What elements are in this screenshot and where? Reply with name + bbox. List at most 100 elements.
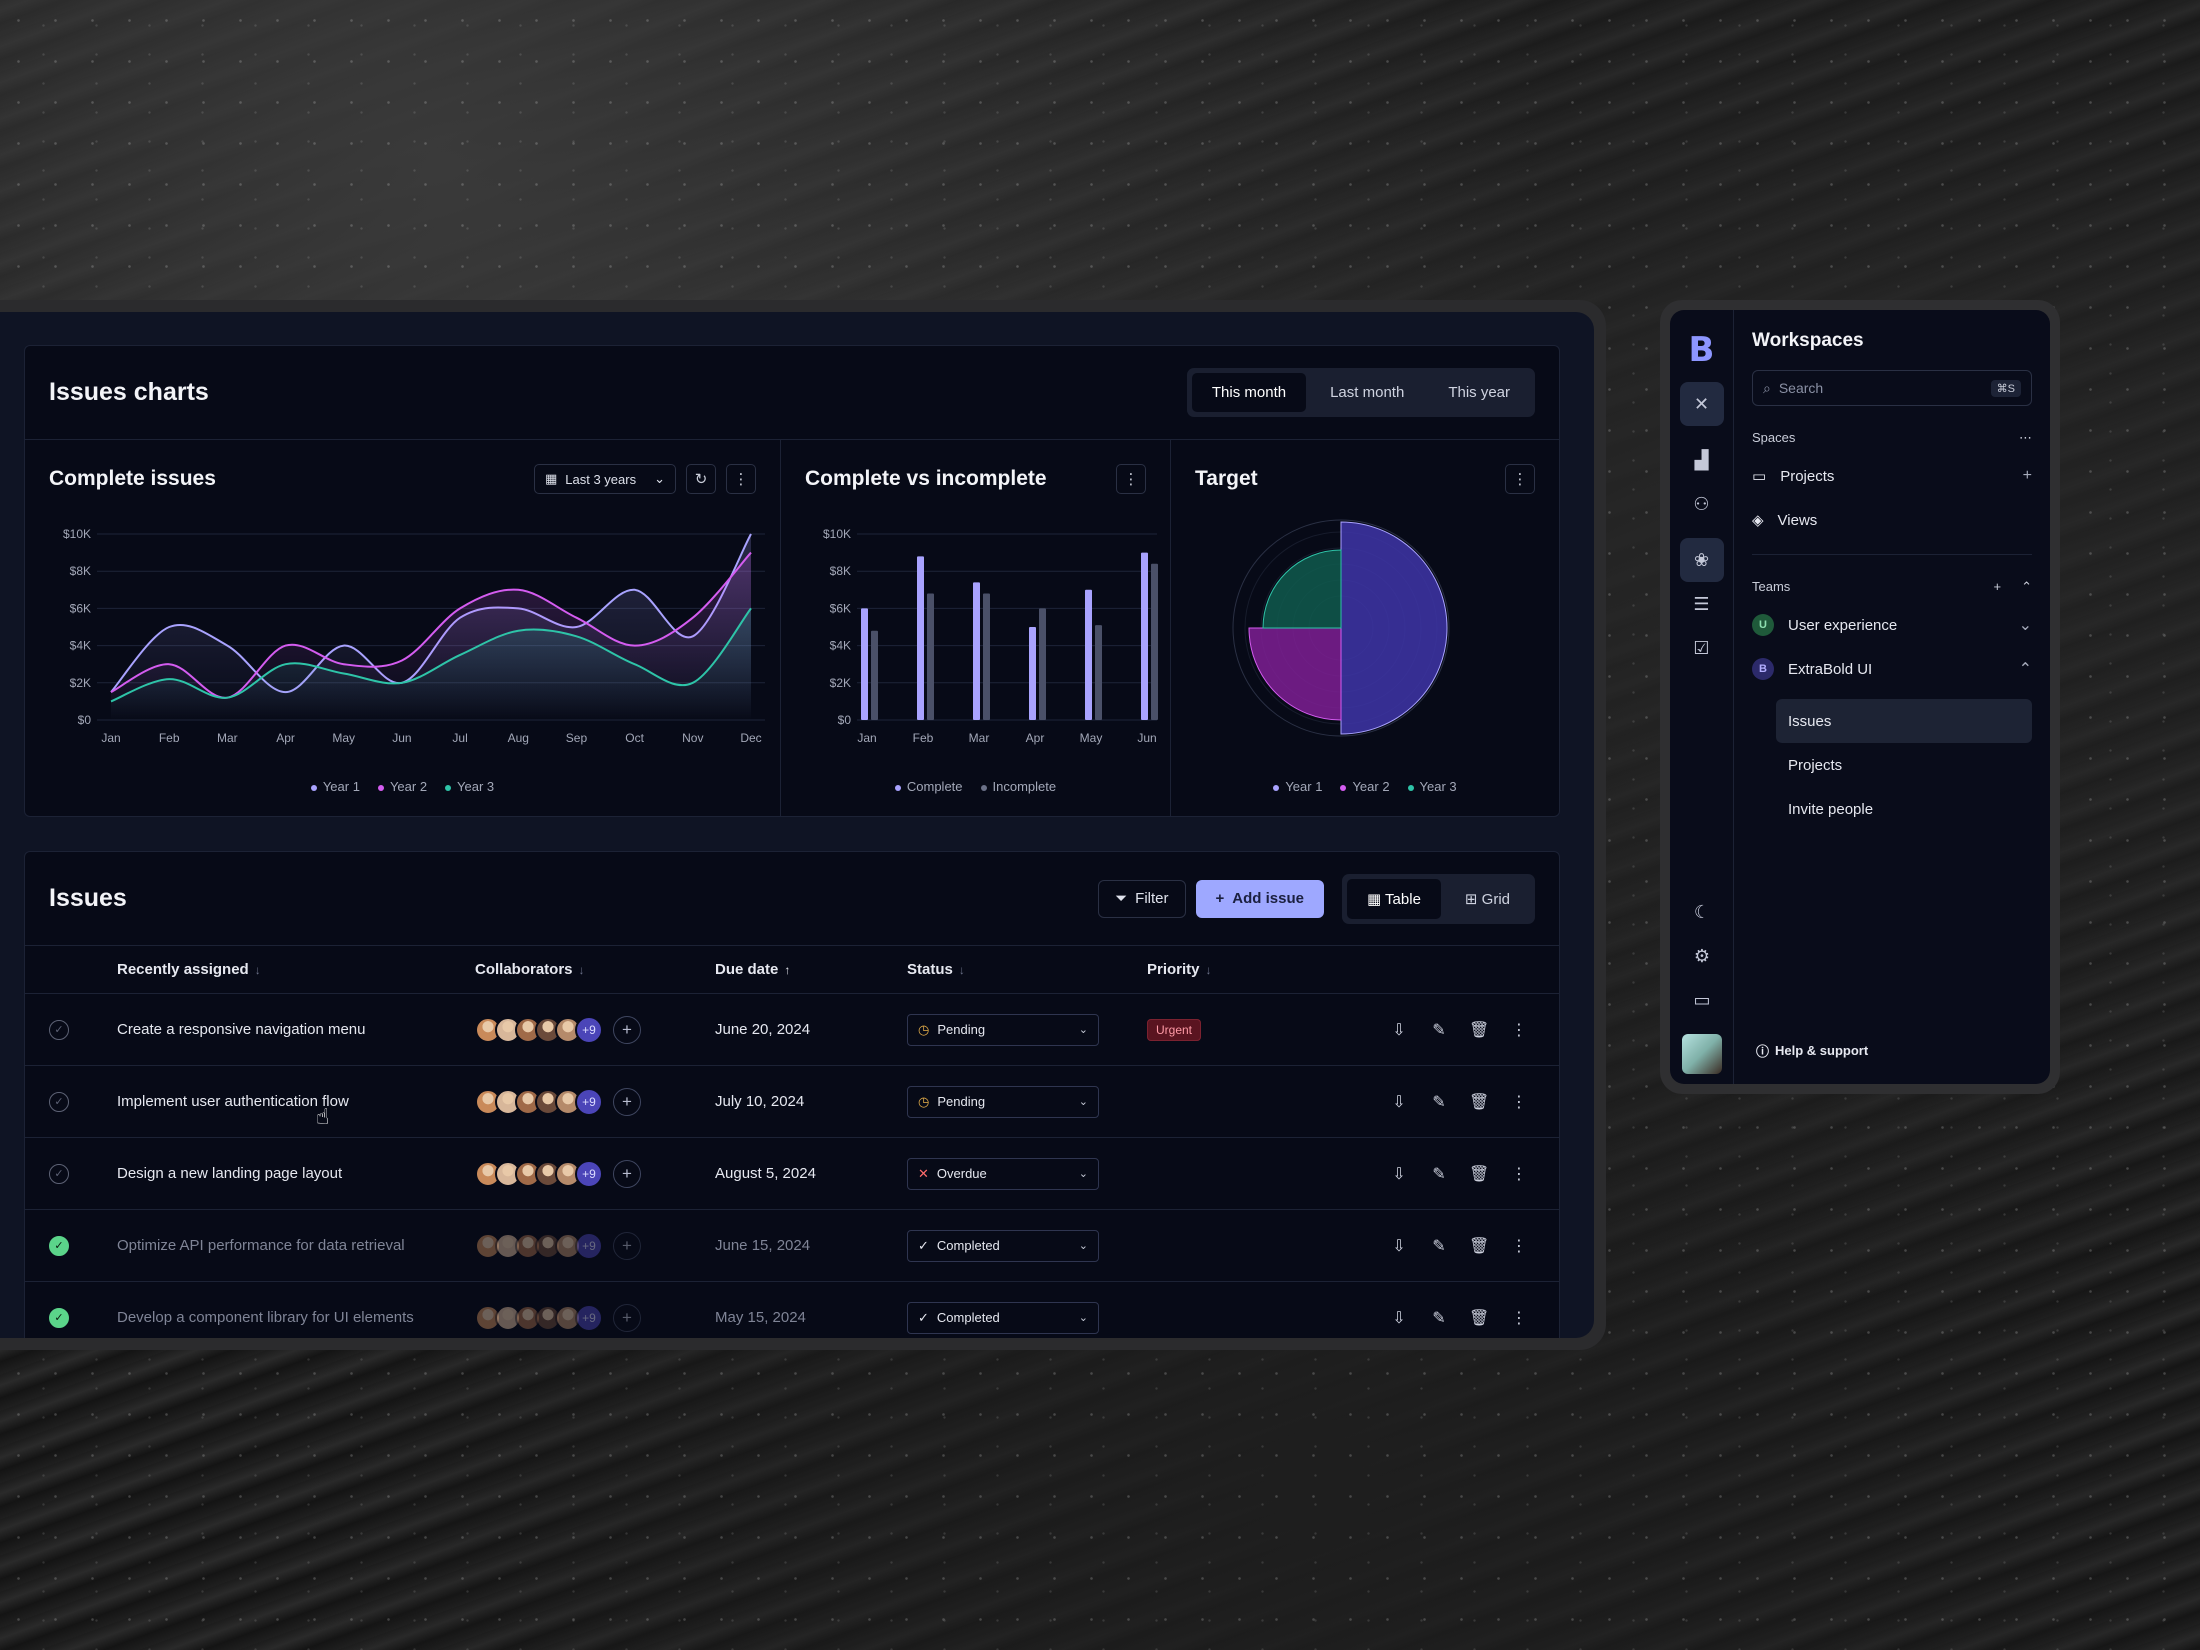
chevron-up-icon[interactable]: ⌃ <box>2018 661 2032 678</box>
cvi-more-button[interactable]: ⋮ <box>1116 464 1146 494</box>
chevron-up-icon[interactable]: ⌃ <box>2021 579 2032 594</box>
team-item-issues[interactable]: Issues <box>1776 699 2032 743</box>
add-collaborator-button[interactable]: + <box>613 1303 641 1332</box>
team-user-experience[interactable]: U User experience ⌄ <box>1752 603 2032 647</box>
more-collaborators-badge[interactable]: +9 <box>575 1303 603 1332</box>
view-grid-button[interactable]: ⊞ Grid <box>1464 890 1510 908</box>
add-collaborator-button[interactable]: + <box>613 1015 641 1044</box>
theme-toggle-button[interactable]: ☾ <box>1680 890 1724 934</box>
priority-cell: Urgent <box>1147 1019 1353 1041</box>
edit-icon[interactable]: ✎ <box>1432 1021 1446 1039</box>
issue-title[interactable]: Create a responsive navigation menu <box>117 1021 366 1038</box>
refresh-button[interactable]: ↻ <box>686 464 716 494</box>
analytics-button[interactable]: ▟ <box>1680 438 1724 482</box>
edit-icon[interactable]: ✎ <box>1432 1309 1446 1327</box>
trash-icon[interactable]: 🗑 <box>1469 1165 1490 1183</box>
add-issue-button[interactable]: + Add issue <box>1195 879 1324 918</box>
status-dropdown[interactable]: ✓ Completed ⌄ <box>907 1229 1099 1262</box>
more-vertical-icon[interactable]: ⋮ <box>1511 1237 1527 1255</box>
download-icon[interactable]: ⇩ <box>1392 1309 1406 1327</box>
add-collaborator-button[interactable]: + <box>613 1087 641 1116</box>
space-projects[interactable]: ▭ Projects + <box>1752 467 2032 485</box>
status-dropdown[interactable]: ◷ Pending ⌄ <box>907 1013 1099 1046</box>
issue-title[interactable]: Develop a component library for UI eleme… <box>117 1309 414 1326</box>
col-collaborators[interactable]: Collaborators ↓ <box>475 961 585 978</box>
edit-icon[interactable]: ✎ <box>1432 1237 1446 1255</box>
team-extrabold-ui[interactable]: B ExtraBold UI ⌃ <box>1752 647 2032 691</box>
col-due-date[interactable]: Due date ↑ <box>715 961 791 978</box>
edit-icon[interactable]: ✎ <box>1432 1165 1446 1183</box>
collaborator-avatar[interactable] <box>535 1304 561 1331</box>
sort-icon: ↓ <box>1205 963 1212 977</box>
more-collaborators-badge[interactable]: +9 <box>575 1231 603 1260</box>
download-icon[interactable]: ⇩ <box>1392 1165 1406 1183</box>
list-button[interactable]: ☰ <box>1680 582 1724 626</box>
complete-checkbox[interactable]: ✓ <box>49 1019 69 1040</box>
range-last-month[interactable]: Last month <box>1330 384 1405 401</box>
settings-button[interactable]: ⚙ <box>1680 934 1724 978</box>
sort-asc-icon: ↑ <box>784 963 791 977</box>
more-collaborators-badge[interactable]: +9 <box>575 1015 603 1044</box>
status-dropdown[interactable]: ✓ Completed ⌄ <box>907 1301 1099 1334</box>
download-icon[interactable]: ⇩ <box>1392 1021 1406 1039</box>
complete-checkbox[interactable]: ✓ <box>49 1163 69 1184</box>
help-support-link[interactable]: ⓘ Help & support <box>1756 1043 1869 1059</box>
collaborator-avatar[interactable] <box>495 1232 521 1259</box>
download-icon[interactable]: ⇩ <box>1392 1093 1406 1111</box>
add-project-icon[interactable]: + <box>2022 467 2032 484</box>
col-priority[interactable]: Priority ↓ <box>1147 961 1212 978</box>
view-table-button[interactable]: ▦ Table <box>1346 878 1441 919</box>
add-collaborator-button[interactable]: + <box>613 1231 641 1260</box>
status-dropdown[interactable]: ✕ Overdue ⌄ <box>907 1157 1099 1190</box>
col-status[interactable]: Status ↓ <box>907 961 965 978</box>
more-vertical-icon[interactable]: ⋮ <box>1511 1021 1527 1039</box>
close-button[interactable]: ✕ <box>1679 382 1724 426</box>
bar <box>861 608 868 720</box>
range-this-month[interactable]: This month <box>1191 373 1307 412</box>
edit-icon[interactable]: ✎ <box>1432 1093 1446 1111</box>
issue-title[interactable]: Optimize API performance for data retrie… <box>117 1237 405 1254</box>
more-collaborators-badge[interactable]: +9 <box>575 1159 603 1188</box>
search-input[interactable]: ⌕ Search ⌘S <box>1752 370 2032 406</box>
workspaces-button[interactable]: ❀ <box>1679 538 1724 582</box>
more-vertical-icon[interactable]: ⋮ <box>1511 1309 1527 1327</box>
calendar-button[interactable]: ☑ <box>1680 626 1724 670</box>
period-dropdown[interactable]: ▦ Last 3 years ⌄ <box>533 464 676 494</box>
chevron-down-icon[interactable]: ⌄ <box>2018 617 2032 634</box>
trash-icon[interactable]: 🗑 <box>1469 1237 1490 1255</box>
filter-button[interactable]: ⏷ Filter <box>1098 879 1186 918</box>
add-collaborator-button[interactable]: + <box>613 1159 641 1188</box>
complete-checkbox[interactable]: ✓ <box>49 1307 69 1328</box>
trash-icon[interactable]: 🗑 <box>1469 1309 1490 1327</box>
tickets-button[interactable]: ▭ <box>1680 978 1724 1022</box>
table-row[interactable]: ✓ Design a new landing page layout +9 + … <box>25 1138 1559 1210</box>
user-avatar[interactable] <box>1682 1034 1722 1074</box>
sort-icon: ↓ <box>254 963 261 977</box>
trash-icon[interactable]: 🗑 <box>1469 1093 1490 1111</box>
table-row[interactable]: ✓ Implement user authentication flow +9 … <box>25 1066 1559 1138</box>
team-item-invite-people[interactable]: Invite people <box>1788 800 1874 818</box>
complete-checkbox[interactable]: ✓ <box>49 1235 69 1256</box>
add-team-icon[interactable]: + <box>1993 579 2002 594</box>
table-row[interactable]: ✓ Create a responsive navigation menu +9… <box>25 994 1559 1066</box>
download-icon[interactable]: ⇩ <box>1392 1237 1406 1255</box>
status-dropdown[interactable]: ◷ Pending ⌄ <box>907 1085 1099 1118</box>
issue-title[interactable]: Design a new landing page layout <box>117 1165 343 1182</box>
more-horizontal-icon[interactable]: ⋯ <box>2019 430 2032 445</box>
space-views[interactable]: ◈ Views <box>1752 511 1818 530</box>
table-row[interactable]: ✓ Develop a component library for UI ele… <box>25 1282 1559 1338</box>
people-button[interactable]: ⚇ <box>1680 482 1724 526</box>
trash-icon[interactable]: 🗑 <box>1469 1021 1490 1039</box>
table-row[interactable]: ✓ Optimize API performance for data retr… <box>25 1210 1559 1282</box>
col-recently-assigned[interactable]: Recently assigned ↓ <box>117 961 261 978</box>
complete-issues-more-button[interactable]: ⋮ <box>726 464 756 494</box>
target-more-button[interactable]: ⋮ <box>1505 464 1535 494</box>
more-vertical-icon[interactable]: ⋮ <box>1511 1093 1527 1111</box>
range-this-year[interactable]: This year <box>1448 384 1510 401</box>
complete-checkbox[interactable]: ✓ <box>49 1091 69 1112</box>
issue-title[interactable]: Implement user authentication flow <box>117 1093 349 1110</box>
more-collaborators-badge[interactable]: +9 <box>575 1087 603 1116</box>
more-vertical-icon[interactable]: ⋮ <box>1511 1165 1527 1183</box>
due-date: May 15, 2024 <box>715 1309 806 1326</box>
team-item-projects[interactable]: Projects <box>1788 756 1843 774</box>
